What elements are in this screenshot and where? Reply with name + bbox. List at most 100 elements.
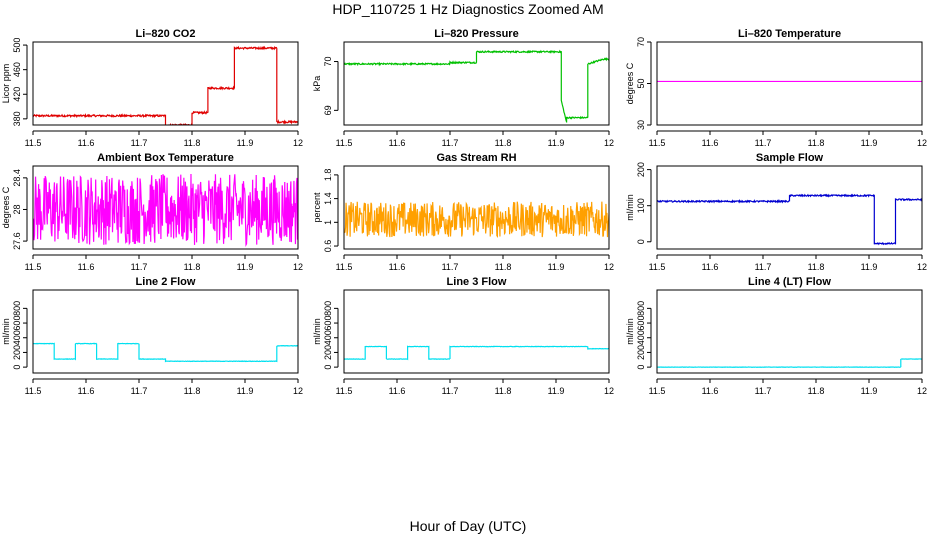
y-tick-label: 460	[12, 62, 22, 77]
y-axis-label: ml/min	[1, 318, 11, 345]
plot-frame	[343, 165, 610, 250]
figure-xlabel: Hour of Day (UTC)	[409, 518, 527, 534]
x-tick-label: 11.5	[649, 138, 666, 148]
x-tick-label: 11.5	[336, 386, 353, 396]
panel-title: Line 4 (LT) Flow	[748, 276, 831, 288]
x-tick-label: 11.5	[336, 138, 353, 148]
panel-6: Sample Flow 11.5 11.6 11.7 11.8 11.9 12 0 100 200…	[625, 152, 927, 272]
x-tick-label: 11.9	[237, 386, 254, 396]
x-tick-label: 11.5	[649, 262, 666, 272]
series-line	[33, 173, 298, 247]
panel-4: Ambient Box Temperature 11.5 11.6 11.7 11.8 1…	[1, 152, 303, 272]
y-tick-label: 70	[323, 57, 333, 67]
x-tick-label: 11.6	[78, 262, 95, 272]
x-tick-label: 11.5	[25, 138, 42, 148]
x-tick-label: 11.7	[131, 386, 148, 396]
panel-title: Li–820 Temperature	[738, 28, 841, 40]
series-line	[33, 342, 298, 363]
x-tick-label: 11.8	[495, 386, 512, 396]
x-tick-label: 11.9	[861, 262, 878, 272]
x-tick-label: 11.5	[649, 386, 666, 396]
panel-title: Ambient Box Temperature	[97, 152, 234, 164]
plot-frame	[343, 289, 610, 374]
y-tick-label: 1.4	[323, 192, 333, 205]
series-line	[344, 345, 609, 361]
x-tick-label: 11.5	[336, 262, 353, 272]
x-tick-label: 11.9	[548, 386, 565, 396]
x-tick-label: 11.7	[442, 138, 459, 148]
y-tick-label: 30	[636, 120, 646, 130]
y-tick-label: 800	[636, 301, 646, 316]
x-tick-label: 12	[293, 262, 303, 272]
y-tick-label: 100	[636, 198, 646, 213]
panel-7: Line 2 Flow 11.5 11.6 11.7 11.8 11.9 12 0 200400…	[1, 276, 303, 396]
y-tick-label: 600	[323, 316, 333, 331]
y-tick-label: 200	[636, 345, 646, 360]
x-tick-label: 12	[604, 138, 614, 148]
y-tick-label: 1.8	[323, 169, 333, 182]
series-line	[657, 193, 922, 246]
panel-9: Line 4 (LT) Flow 11.5 11.6 11.7 11.8 11.9 12 0 2…	[625, 276, 927, 396]
x-tick-label: 12	[917, 386, 927, 396]
y-axis-label: ml/min	[625, 194, 635, 221]
y-tick-label: 0	[636, 239, 646, 244]
x-tick-label: 12	[917, 262, 927, 272]
x-tick-label: 11.9	[548, 138, 565, 148]
x-tick-label: 11.5	[25, 262, 42, 272]
y-tick-label: 500	[12, 38, 22, 53]
x-tick-label: 11.8	[808, 386, 825, 396]
x-tick-label: 11.9	[861, 386, 878, 396]
panel-1: Li–820 CO2 11.5 11.6 11.7 11.8 11.9 12 380 420 46…	[1, 28, 303, 148]
y-axis-label: Licor ppm	[1, 64, 11, 104]
x-tick-label: 11.6	[78, 386, 95, 396]
x-tick-label: 11.8	[495, 138, 512, 148]
series-line	[344, 49, 609, 123]
figure-title: HDP_110725 1 Hz Diagnostics Zoomed AM	[332, 1, 604, 17]
y-tick-label: 420	[12, 87, 22, 102]
x-tick-label: 12	[604, 262, 614, 272]
y-axis-label: percent	[312, 192, 322, 223]
y-tick-label: 0.6	[323, 240, 333, 253]
x-tick-label: 11.6	[702, 138, 719, 148]
y-tick-label: 28.4	[12, 169, 22, 187]
x-tick-label: 11.6	[702, 262, 719, 272]
plot-frame	[32, 289, 299, 374]
y-tick-label: 400	[636, 330, 646, 345]
y-axis-label: degrees C	[1, 186, 11, 228]
panel-8: Line 3 Flow 11.5 11.6 11.7 11.8 11.9 12 0 200400…	[312, 276, 614, 396]
panel-2: Li–820 Pressure 11.5 11.6 11.7 11.8 11.9 12 69 7…	[312, 28, 614, 148]
x-tick-label: 11.8	[808, 262, 825, 272]
panel-title: Sample Flow	[756, 152, 824, 164]
x-tick-label: 11.8	[184, 262, 201, 272]
y-tick-label: 69	[323, 105, 333, 115]
panel-title: Li–820 CO2	[136, 28, 196, 40]
x-tick-label: 12	[293, 138, 303, 148]
x-tick-label: 11.7	[442, 262, 459, 272]
panel-3: Li–820 Temperature 11.5 11.6 11.7 11.8 11.9 12…	[625, 28, 927, 148]
panel-title: Line 2 Flow	[136, 276, 196, 288]
plot-frame	[32, 41, 299, 126]
y-axis-label: ml/min	[625, 318, 635, 345]
x-tick-label: 11.8	[495, 262, 512, 272]
x-tick-label: 11.6	[389, 138, 406, 148]
x-tick-label: 11.7	[755, 386, 772, 396]
panel-title: Line 3 Flow	[447, 276, 507, 288]
x-tick-label: 11.6	[78, 138, 95, 148]
y-tick-label: 600	[12, 316, 22, 331]
y-tick-label: 50	[636, 78, 646, 88]
x-tick-label: 11.8	[184, 138, 201, 148]
x-tick-label: 11.7	[755, 262, 772, 272]
x-tick-label: 11.9	[237, 262, 254, 272]
x-tick-label: 12	[604, 386, 614, 396]
y-tick-label: 0	[323, 365, 333, 370]
x-tick-label: 11.5	[25, 386, 42, 396]
y-tick-label: 28	[12, 204, 22, 214]
x-tick-label: 11.7	[131, 262, 148, 272]
y-tick-label: 0	[12, 365, 22, 370]
y-tick-label: 380	[12, 111, 22, 126]
y-tick-label: 70	[636, 37, 646, 47]
y-axis-label: kPa	[312, 76, 322, 92]
x-tick-label: 11.7	[442, 386, 459, 396]
